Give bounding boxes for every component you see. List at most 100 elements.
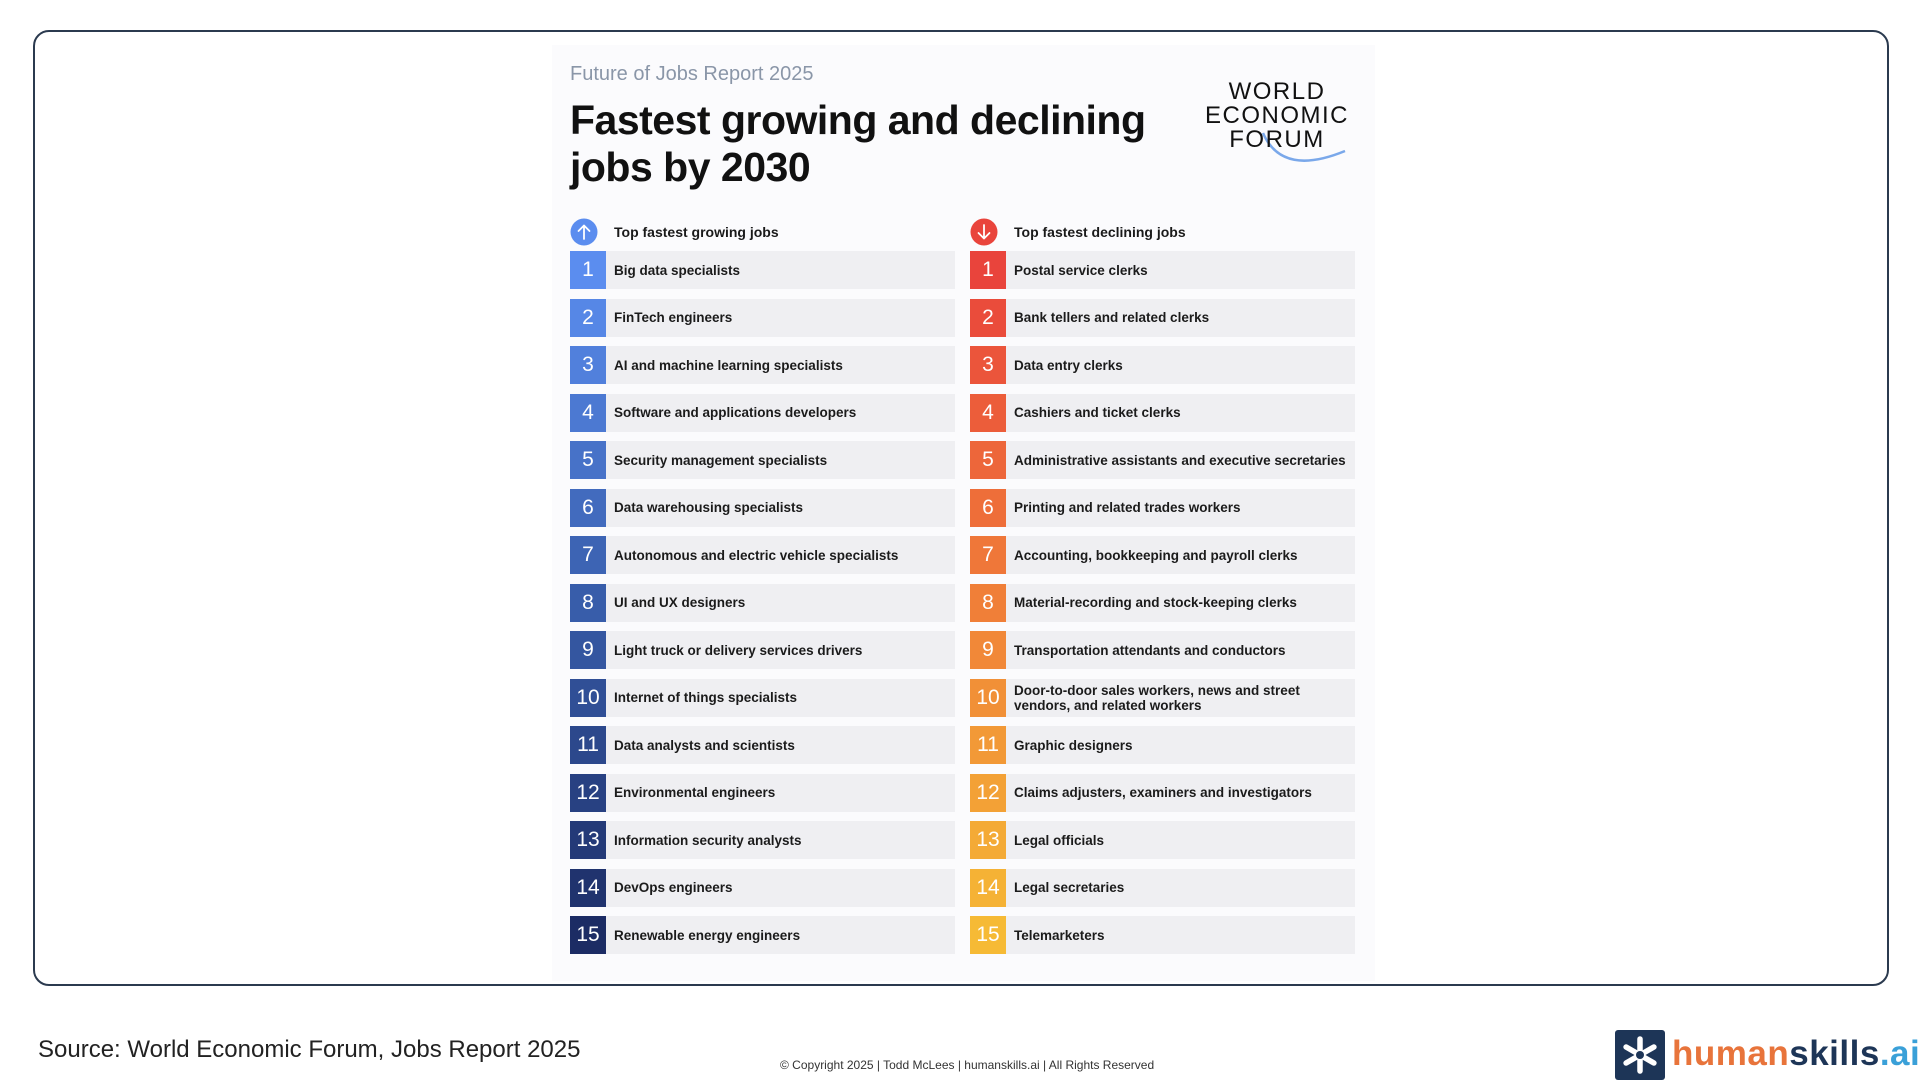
asterisk-icon [1615, 1030, 1665, 1080]
list-item: 15 Telemarketers [970, 916, 1355, 954]
report-headline: Fastest growing and declining jobs by 20… [570, 97, 1146, 190]
list-item: 3 Data entry clerks [970, 346, 1355, 384]
logo-line-2: ECONOMIC [1205, 102, 1349, 129]
rank-badge: 15 [970, 916, 1006, 954]
rank-badge: 5 [970, 441, 1006, 479]
job-title: Internet of things specialists [614, 690, 798, 705]
rank-badge: 13 [570, 821, 606, 859]
list-item: 8 UI and UX designers [570, 583, 955, 622]
declining-jobs-title: Top fastest declining jobs [1014, 224, 1186, 240]
rank-badge: 2 [570, 298, 606, 337]
brand-part-skills: skills [1789, 1034, 1880, 1073]
job-title: DevOps engineers [614, 880, 733, 895]
list-item: 6 Data warehousing specialists [570, 488, 955, 527]
job-title: Big data specialists [614, 262, 741, 278]
rank-badge: 7 [570, 536, 606, 574]
list-item: 5 Security management specialists [570, 441, 955, 479]
list-item: 7 Accounting, bookkeeping and payroll cle… [970, 536, 1355, 574]
rank-badge: 6 [970, 488, 1006, 527]
job-title: Bank tellers and related clerks [1014, 310, 1210, 325]
job-title: Administrative assistants and executive … [1014, 452, 1346, 468]
job-title: Postal service clerks [1014, 262, 1148, 278]
job-title: Data analysts and scientists [614, 737, 795, 753]
rank-badge: 5 [570, 441, 606, 479]
job-title: Door-to-door sales workers, news and str… [1014, 682, 1300, 713]
declining-jobs-list: 1 Postal service clerks 2 Bank tellers and … [970, 251, 1355, 954]
growing-jobs-column: Top fastest growing jobs 1 Big data speci… [570, 217, 955, 964]
declining-jobs-header: Top fastest declining jobs [970, 217, 1355, 247]
rank-badge: 3 [970, 346, 1006, 384]
rank-badge: 11 [570, 726, 606, 764]
rank-badge: 15 [570, 916, 606, 954]
job-title: Cashiers and ticket clerks [1014, 405, 1181, 420]
humanskills-logo: humanskills.ai [1615, 1030, 1920, 1080]
list-item: 11 Data analysts and scientists [570, 726, 955, 764]
list-item: 1 Big data specialists [570, 251, 955, 289]
source-note: Source: World Economic Forum, Jobs Repor… [38, 1036, 581, 1063]
rank-badge: 14 [970, 868, 1006, 907]
rank-badge: 14 [570, 868, 606, 907]
list-item: 12 Claims adjusters, examiners and invest… [970, 773, 1355, 812]
job-title: UI and UX designers [614, 595, 746, 610]
list-item: 14 DevOps engineers [570, 868, 955, 907]
list-item: 7 Autonomous and electric vehicle special… [570, 536, 955, 574]
job-title: FinTech engineers [614, 310, 733, 325]
rank-badge: 11 [970, 726, 1006, 764]
brand-part-human: human [1672, 1034, 1790, 1073]
job-title: Environmental engineers [614, 785, 776, 800]
list-item: 3 AI and machine learning specialists [570, 346, 955, 384]
list-item: 4 Software and applications developers [570, 393, 955, 432]
brand-part-ai: .ai [1879, 1034, 1920, 1073]
brand-wordmark: humanskills.ai [1672, 1034, 1920, 1074]
list-item: 9 Light truck or delivery services driver… [570, 631, 955, 669]
list-item: 8 Material-recording and stock-keeping cl… [970, 583, 1355, 622]
rank-badge: 8 [570, 583, 606, 622]
rank-badge: 10 [570, 678, 606, 717]
job-title: Legal secretaries [1014, 880, 1125, 895]
list-item: 14 Legal secretaries [970, 868, 1355, 907]
arrow-down-icon [970, 218, 998, 246]
logo-line-1: WORLD [1229, 78, 1326, 105]
job-title: Security management specialists [614, 452, 828, 468]
list-item: 11 Graphic designers [970, 726, 1355, 764]
job-title: Legal officials [1014, 832, 1105, 848]
rank-badge: 1 [570, 251, 606, 289]
logo-line-3: FORUM [1229, 126, 1324, 153]
list-item: 2 Bank tellers and related clerks [970, 298, 1355, 337]
job-title: Claims adjusters, examiners and investig… [1014, 785, 1312, 800]
wef-logo: WORLD ECONOMIC FORUM [1197, 65, 1357, 175]
rank-badge: 4 [570, 393, 606, 432]
growing-jobs-list: 1 Big data specialists 2 FinTech engineers 3… [570, 251, 955, 954]
list-item: 10 Door-to-door sales workers, news and s… [970, 678, 1355, 717]
rank-badge: 12 [570, 773, 606, 812]
rank-badge: 13 [970, 821, 1006, 859]
copyright-note: © Copyright 2025 | Todd McLees | humansk… [780, 1058, 1155, 1072]
rank-badge: 9 [570, 631, 606, 669]
arrow-up-icon [570, 218, 598, 246]
job-title: Data warehousing specialists [614, 500, 804, 515]
rank-badge: 8 [970, 583, 1006, 622]
rank-badge: 7 [970, 536, 1006, 574]
job-title: Telemarketers [1014, 927, 1105, 943]
job-title: Light truck or delivery services drivers [614, 642, 863, 658]
list-item: 10 Internet of things specialists [570, 678, 955, 717]
list-item: 12 Environmental engineers [570, 773, 955, 812]
list-item: 2 FinTech engineers [570, 298, 955, 337]
job-title: Software and applications developers [614, 405, 857, 420]
rank-badge: 2 [970, 298, 1006, 337]
list-item: 1 Postal service clerks [970, 251, 1355, 289]
job-title: Material-recording and stock-keeping cle… [1014, 595, 1297, 610]
job-title: Data entry clerks [1014, 357, 1123, 373]
list-item: 13 Legal officials [970, 821, 1355, 859]
declining-jobs-column: Top fastest declining jobs 1 Postal servi… [970, 217, 1355, 964]
rank-badge: 6 [570, 488, 606, 527]
list-item: 4 Cashiers and ticket clerks [970, 393, 1355, 432]
list-item: 5 Administrative assistants and executive… [970, 441, 1355, 479]
rank-badge: 3 [570, 346, 606, 384]
job-title: Accounting, bookkeeping and payroll cler… [1014, 547, 1298, 563]
job-title: AI and machine learning specialists [614, 357, 843, 373]
list-item: 15 Renewable energy engineers [570, 916, 955, 954]
job-title: Autonomous and electric vehicle speciali… [614, 547, 899, 563]
job-title: Transportation attendants and conductors [1014, 642, 1286, 658]
